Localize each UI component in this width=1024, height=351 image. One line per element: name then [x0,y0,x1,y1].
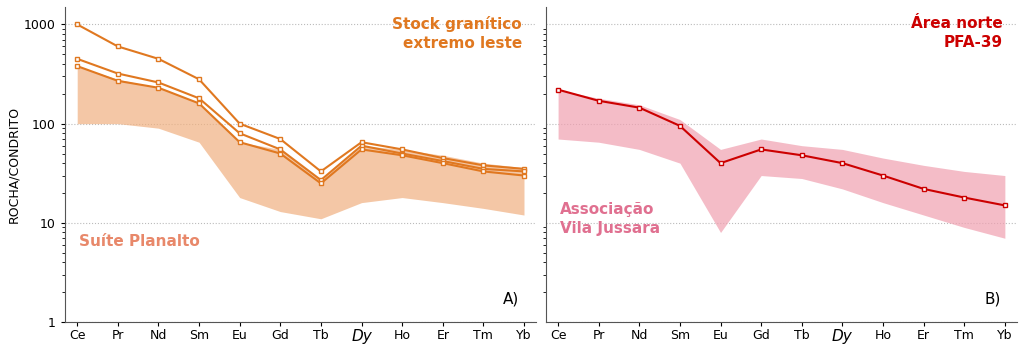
Text: Suíte Planalto: Suíte Planalto [79,234,200,249]
Y-axis label: ROCHA/CONDRITO: ROCHA/CONDRITO [7,106,19,223]
Text: Área norte
PFA-39: Área norte PFA-39 [911,16,1002,50]
Text: Associação
Vila Jussara: Associação Vila Jussara [560,202,660,236]
Text: Stock granítico
extremo leste: Stock granítico extremo leste [392,16,522,51]
Text: A): A) [503,291,519,306]
Text: B): B) [984,291,1000,306]
